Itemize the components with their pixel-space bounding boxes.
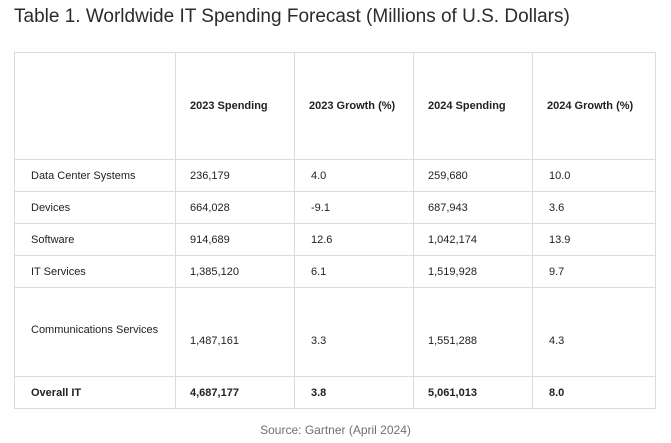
column-header-2024-spending: 2024 Spending [413, 52, 533, 160]
cell-2023-growth: 3.8 [294, 376, 414, 409]
it-spending-table: 2023 Spending 2023 Growth (%) 2024 Spend… [14, 52, 656, 409]
table-row: Communications Services 1,487,161 3.3 1,… [14, 287, 656, 377]
cell-2024-growth: 9.7 [532, 255, 656, 288]
cell-2023-growth: 12.6 [294, 223, 414, 256]
cell-2024-spending: 1,551,288 [413, 287, 533, 377]
cell-2024-growth: 3.6 [532, 191, 656, 224]
cell-2024-growth: 8.0 [532, 376, 656, 409]
table-row: Software 914,689 12.6 1,042,174 13.9 [14, 223, 656, 256]
cell-2023-growth: -9.1 [294, 191, 414, 224]
row-category: Data Center Systems [14, 159, 176, 192]
cell-2024-spending: 1,042,174 [413, 223, 533, 256]
total-row: Overall IT 4,687,177 3.8 5,061,013 8.0 [14, 376, 656, 409]
column-header-2024-growth: 2024 Growth (%) [532, 52, 656, 160]
column-header-2023-growth: 2023 Growth (%) [294, 52, 414, 160]
cell-2023-spending: 664,028 [175, 191, 295, 224]
cell-2024-growth: 4.3 [532, 287, 656, 377]
cell-2023-spending: 4,687,177 [175, 376, 295, 409]
column-header-category [14, 52, 176, 160]
header-row: 2023 Spending 2023 Growth (%) 2024 Spend… [14, 52, 656, 160]
table-row: Data Center Systems 236,179 4.0 259,680 … [14, 159, 656, 192]
cell-2024-spending: 1,519,928 [413, 255, 533, 288]
cell-2024-growth: 10.0 [532, 159, 656, 192]
cell-2023-spending: 914,689 [175, 223, 295, 256]
cell-2023-growth: 3.3 [294, 287, 414, 377]
cell-2023-spending: 1,487,161 [175, 287, 295, 377]
cell-2024-spending: 259,680 [413, 159, 533, 192]
table-title: Table 1. Worldwide IT Spending Forecast … [14, 6, 570, 27]
cell-2023-growth: 6.1 [294, 255, 414, 288]
row-category: Devices [14, 191, 176, 224]
cell-2023-growth: 4.0 [294, 159, 414, 192]
source-caption: Source: Gartner (April 2024) [260, 423, 411, 437]
cell-2023-spending: 1,385,120 [175, 255, 295, 288]
cell-2024-growth: 13.9 [532, 223, 656, 256]
table-row: IT Services 1,385,120 6.1 1,519,928 9.7 [14, 255, 656, 288]
row-category: Software [14, 223, 176, 256]
row-category: Communications Services [14, 287, 176, 377]
table-row: Devices 664,028 -9.1 687,943 3.6 [14, 191, 656, 224]
row-category: IT Services [14, 255, 176, 288]
row-category: Overall IT [14, 376, 176, 409]
cell-2024-spending: 5,061,013 [413, 376, 533, 409]
column-header-2023-spending: 2023 Spending [175, 52, 295, 160]
cell-2023-spending: 236,179 [175, 159, 295, 192]
cell-2024-spending: 687,943 [413, 191, 533, 224]
